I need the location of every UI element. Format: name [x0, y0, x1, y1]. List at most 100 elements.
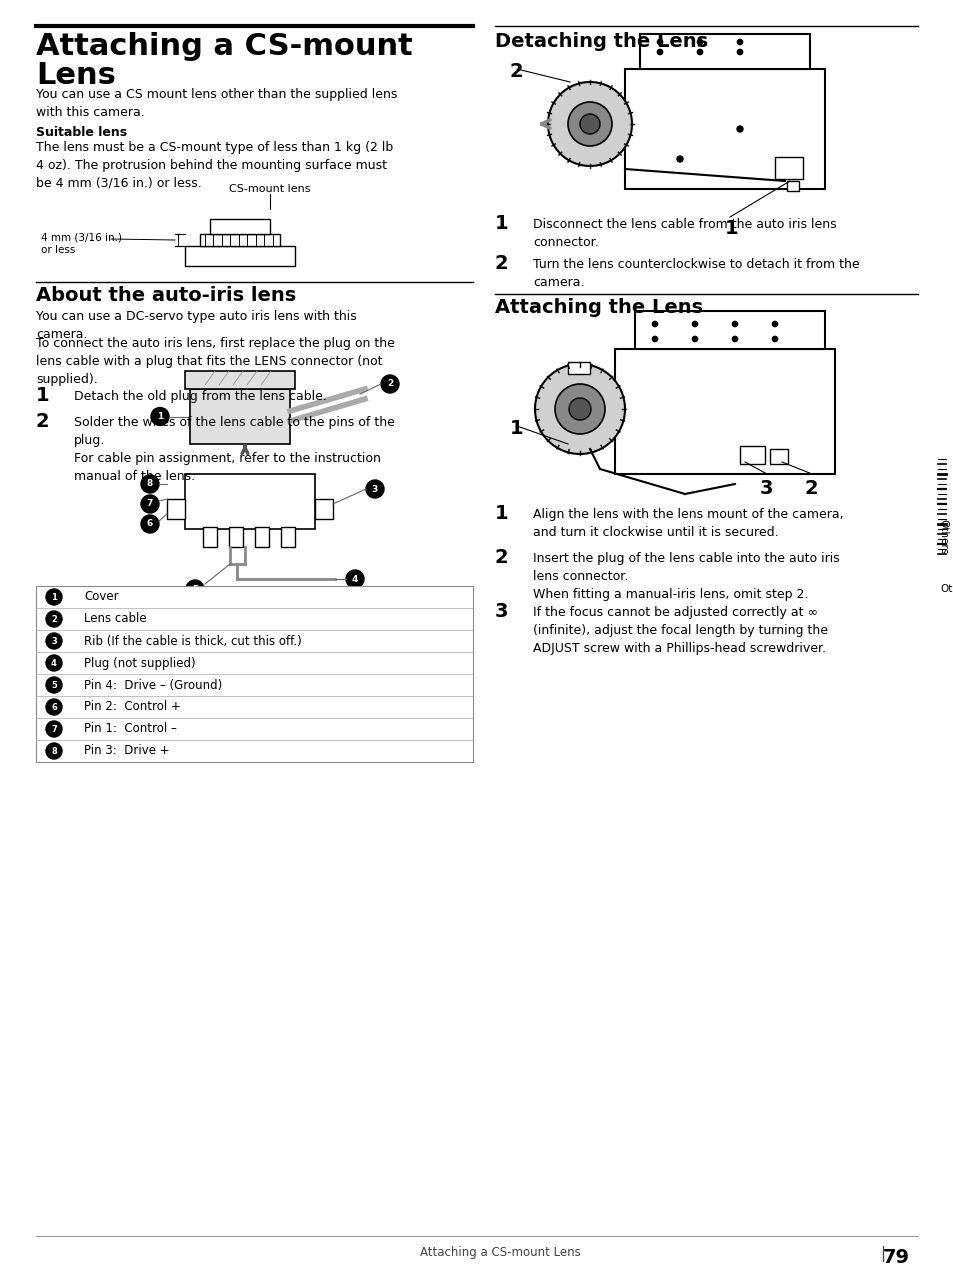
Circle shape — [771, 321, 778, 327]
Circle shape — [46, 699, 62, 715]
Text: Disconnect the lens cable from the auto iris lens
connector.: Disconnect the lens cable from the auto … — [533, 218, 836, 248]
Bar — [615, 349, 834, 474]
Text: Cover: Cover — [84, 591, 118, 604]
Text: Others: Others — [937, 519, 947, 554]
Text: Suitable lens: Suitable lens — [36, 126, 127, 139]
Text: 5: 5 — [192, 585, 198, 594]
Bar — [203, 527, 216, 547]
Circle shape — [46, 721, 62, 736]
Circle shape — [555, 383, 604, 434]
Circle shape — [579, 113, 599, 134]
Text: Detach the old plug from the lens cable.: Detach the old plug from the lens cable. — [74, 390, 327, 403]
Text: Pin 2:  Control +: Pin 2: Control + — [84, 701, 181, 713]
Circle shape — [677, 155, 682, 162]
Circle shape — [651, 321, 658, 327]
Text: 1: 1 — [36, 386, 50, 405]
Text: The lens must be a CS-mount type of less than 1 kg (2 lb
4 oz). The protrusion b: The lens must be a CS-mount type of less… — [36, 141, 393, 190]
Circle shape — [46, 655, 62, 671]
Bar — [229, 527, 243, 547]
Circle shape — [697, 39, 702, 45]
Text: Pin 1:  Control –: Pin 1: Control – — [84, 722, 176, 735]
Circle shape — [366, 480, 384, 498]
Text: 8: 8 — [147, 479, 153, 488]
Text: Lens: Lens — [36, 61, 115, 90]
Circle shape — [651, 336, 658, 341]
Bar — [774, 157, 802, 180]
Circle shape — [186, 580, 204, 598]
Text: 1: 1 — [510, 419, 523, 438]
Text: 2: 2 — [495, 254, 508, 273]
Bar — [635, 311, 824, 349]
Bar — [786, 181, 799, 191]
Text: Rib (If the cable is thick, cut this off.): Rib (If the cable is thick, cut this off… — [84, 634, 301, 647]
Bar — [200, 234, 280, 246]
Bar — [314, 499, 333, 519]
Circle shape — [657, 39, 662, 45]
Text: 1: 1 — [156, 412, 163, 420]
Bar — [740, 446, 764, 464]
Bar — [210, 219, 270, 234]
Bar — [624, 69, 824, 189]
Circle shape — [731, 336, 738, 341]
Text: 2: 2 — [51, 614, 57, 623]
Text: 6: 6 — [147, 520, 153, 529]
Text: You can use a CS mount lens other than the supplied lens
with this camera.: You can use a CS mount lens other than t… — [36, 88, 397, 118]
Text: 1: 1 — [51, 592, 57, 601]
Text: Attaching a CS-mount Lens: Attaching a CS-mount Lens — [419, 1246, 579, 1259]
Text: 2: 2 — [510, 62, 523, 82]
Bar — [639, 34, 809, 69]
Circle shape — [151, 408, 169, 426]
Bar — [254, 527, 269, 547]
Text: Lens cable: Lens cable — [84, 613, 147, 626]
Circle shape — [535, 364, 624, 454]
Circle shape — [657, 48, 662, 55]
Text: 2: 2 — [36, 412, 50, 431]
Bar — [185, 474, 314, 529]
Circle shape — [46, 589, 62, 605]
Circle shape — [141, 496, 159, 513]
Circle shape — [46, 676, 62, 693]
Bar — [190, 389, 290, 445]
Text: About the auto-iris lens: About the auto-iris lens — [36, 285, 296, 304]
Bar — [167, 499, 185, 519]
Text: You can use a DC-servo type auto iris lens with this
camera.: You can use a DC-servo type auto iris le… — [36, 310, 356, 341]
Text: Plug (not supplied): Plug (not supplied) — [84, 656, 195, 670]
Circle shape — [737, 48, 742, 55]
Text: Attaching the Lens: Attaching the Lens — [495, 298, 702, 317]
Text: 2: 2 — [495, 548, 508, 567]
Text: Solder the wires of the lens cable to the pins of the
plug.
For cable pin assign: Solder the wires of the lens cable to th… — [74, 417, 395, 483]
Circle shape — [771, 336, 778, 341]
Bar — [567, 362, 589, 375]
Circle shape — [141, 515, 159, 533]
Text: Others: Others — [939, 583, 953, 594]
Circle shape — [691, 321, 698, 327]
Text: 6: 6 — [51, 702, 57, 711]
Text: 4 mm (3/16 in.)
or less: 4 mm (3/16 in.) or less — [41, 233, 122, 255]
Circle shape — [731, 321, 738, 327]
Bar — [185, 246, 294, 266]
Text: Detaching the Lens: Detaching the Lens — [495, 32, 707, 51]
Bar — [36, 586, 473, 762]
Text: 7: 7 — [51, 725, 57, 734]
Text: 3: 3 — [495, 603, 508, 620]
Text: Attaching a CS-mount: Attaching a CS-mount — [36, 32, 413, 61]
Circle shape — [46, 633, 62, 648]
Text: |: | — [880, 1246, 884, 1263]
Circle shape — [691, 336, 698, 341]
Circle shape — [141, 475, 159, 493]
Text: 1: 1 — [495, 214, 508, 233]
Text: 1: 1 — [495, 505, 508, 524]
Text: 5: 5 — [51, 680, 57, 689]
Text: 3: 3 — [372, 484, 377, 493]
Text: 4: 4 — [51, 659, 57, 668]
Circle shape — [380, 375, 398, 392]
Bar — [281, 527, 294, 547]
Text: Insert the plug of the lens cable into the auto iris
lens connector.
When fittin: Insert the plug of the lens cable into t… — [533, 552, 839, 601]
Circle shape — [568, 397, 590, 420]
Text: Pin 4:  Drive – (Ground): Pin 4: Drive – (Ground) — [84, 679, 222, 692]
Text: 2: 2 — [387, 380, 393, 389]
Circle shape — [346, 569, 364, 589]
Circle shape — [46, 743, 62, 759]
Text: To connect the auto iris lens, first replace the plug on the
lens cable with a p: To connect the auto iris lens, first rep… — [36, 338, 395, 386]
Text: 3: 3 — [760, 479, 773, 498]
